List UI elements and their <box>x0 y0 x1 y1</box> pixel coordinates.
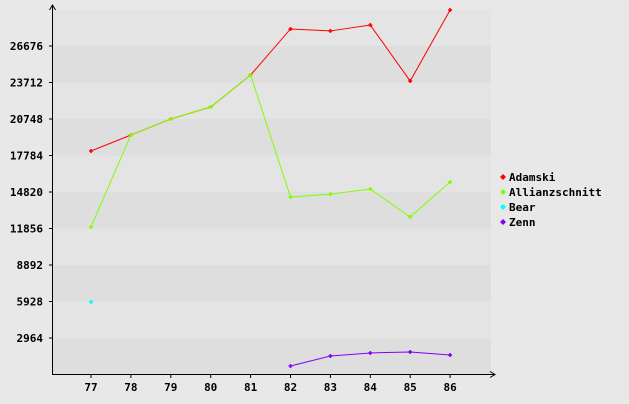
legend-item: Bear <box>500 201 536 214</box>
y-tick-label: 11856 <box>10 223 43 236</box>
legend-label: Allianzschnitt <box>509 186 602 199</box>
legend-label: Bear <box>509 201 536 214</box>
data-point <box>368 187 373 192</box>
grid-band <box>52 192 491 229</box>
grid-band <box>52 155 491 193</box>
y-tick-label: 14820 <box>10 186 43 199</box>
y-tick-label: 17784 <box>10 150 43 163</box>
grid-band <box>52 338 491 375</box>
data-point <box>248 73 253 78</box>
legend-item: Zenn <box>500 216 536 229</box>
y-tick-label: 5928 <box>17 296 44 309</box>
data-point <box>288 26 293 31</box>
legend-marker-icon <box>500 174 506 180</box>
legend-label: Adamski <box>509 171 556 184</box>
y-tick-label: 2964 <box>17 332 44 345</box>
x-tick-label: 79 <box>164 381 177 394</box>
data-point <box>208 105 213 110</box>
grid-band <box>52 10 491 47</box>
data-point <box>408 215 413 220</box>
data-point <box>89 148 93 153</box>
legend: Adamski Allianzschnitt Bear Zenn <box>500 171 602 229</box>
y-tick-label: 20748 <box>10 113 43 126</box>
y-axis-ticks: 2964 5928 8892 11856 14820 17784 20748 23712 266… <box>10 40 53 345</box>
x-tick-label: 83 <box>324 381 337 394</box>
data-point <box>89 299 93 304</box>
series-zenn <box>288 349 453 369</box>
data-point <box>288 364 293 369</box>
data-point <box>168 116 173 121</box>
legend-item: Allianzschnitt <box>500 186 602 199</box>
x-tick-label: 85 <box>404 381 417 394</box>
series-bear <box>89 299 93 304</box>
x-tick-label: 84 <box>364 381 378 394</box>
y-axis-arrow-icon <box>49 4 56 11</box>
grid-band <box>52 265 491 302</box>
grid-band <box>52 46 491 83</box>
y-tick-label: 8892 <box>17 259 44 272</box>
series-line <box>90 74 451 228</box>
legend-marker-icon <box>500 204 506 210</box>
grid-band <box>52 119 491 156</box>
data-point <box>328 192 333 197</box>
data-point <box>448 353 453 358</box>
data-point <box>408 349 413 354</box>
x-axis-arrow-icon <box>489 371 496 378</box>
x-tick-label: 86 <box>443 381 457 394</box>
grid-band <box>52 228 491 266</box>
data-point <box>368 23 373 28</box>
data-point <box>408 79 413 84</box>
series-allianzschnitt <box>89 73 453 229</box>
grid-band <box>52 82 491 120</box>
x-axis-ticks: 77 78 79 80 81 82 83 84 85 86 <box>84 374 457 394</box>
x-tick-label: 82 <box>284 381 297 394</box>
data-point <box>288 195 293 200</box>
grid-band <box>52 301 491 339</box>
legend-marker-icon <box>500 219 506 225</box>
legend-item: Adamski <box>500 171 556 184</box>
data-point <box>128 132 133 137</box>
x-tick-label: 77 <box>84 381 97 394</box>
data-point <box>368 350 373 355</box>
axes <box>49 4 496 378</box>
data-point <box>89 224 93 229</box>
x-tick-label: 78 <box>124 381 137 394</box>
y-tick-label: 26676 <box>10 40 43 53</box>
data-point <box>448 8 453 12</box>
y-tick-label: 23712 <box>10 77 43 90</box>
data-point <box>328 28 333 33</box>
data-point <box>328 354 333 359</box>
x-tick-label: 80 <box>204 381 217 394</box>
legend-label: Zenn <box>509 216 536 229</box>
legend-marker-icon <box>500 189 506 195</box>
background-bands <box>52 10 491 375</box>
x-tick-label: 81 <box>244 381 258 394</box>
series-group <box>89 8 453 369</box>
data-point <box>448 180 453 185</box>
